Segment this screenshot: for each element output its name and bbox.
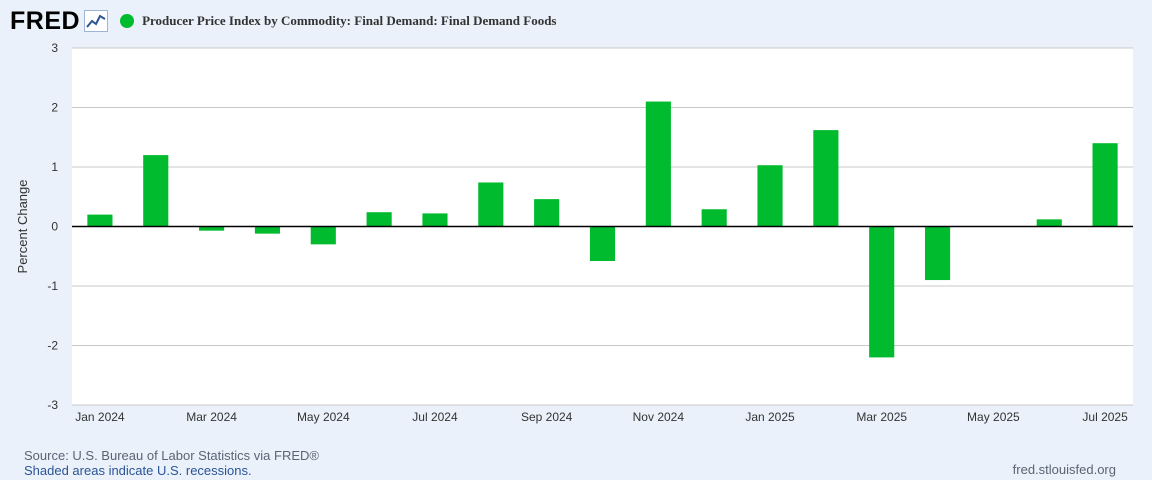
legend-series-title: Producer Price Index by Commodity: Final… bbox=[142, 13, 557, 28]
bar bbox=[254, 226, 281, 234]
y-tick-label: 1 bbox=[51, 160, 58, 174]
bar bbox=[589, 226, 616, 262]
x-tick-label: Sep 2024 bbox=[521, 410, 573, 424]
x-tick-label: Nov 2024 bbox=[633, 410, 685, 424]
source-note: Source: U.S. Bureau of Labor Statistics … bbox=[24, 448, 319, 463]
bar bbox=[422, 213, 448, 227]
fred-logo[interactable]: FRED bbox=[10, 6, 81, 35]
trend-line-icon bbox=[84, 10, 109, 32]
bar bbox=[534, 199, 560, 227]
bar bbox=[143, 155, 169, 227]
y-tick-label: -1 bbox=[47, 279, 58, 293]
x-tick-label: Jul 2024 bbox=[412, 410, 458, 424]
x-tick-label: Jan 2025 bbox=[745, 410, 795, 424]
y-tick-label: 2 bbox=[51, 101, 58, 115]
bar bbox=[869, 226, 895, 358]
bar bbox=[1036, 219, 1062, 227]
bar bbox=[478, 182, 504, 227]
bar bbox=[310, 226, 336, 245]
footer-notes: Source: U.S. Bureau of Labor Statistics … bbox=[24, 448, 319, 478]
bar bbox=[924, 226, 951, 281]
bar-chart: -3 -2 -1 0 1 2 3 Jan 2024 Mar 2024 May 2024 Jul 20… bbox=[15, 41, 1133, 424]
x-tick-label: Mar 2025 bbox=[856, 410, 907, 424]
fred-url[interactable]: fred.stlouisfed.org bbox=[1012, 462, 1116, 477]
y-tick-label: 0 bbox=[51, 220, 58, 234]
bar bbox=[757, 165, 783, 227]
bar bbox=[199, 226, 225, 231]
x-tick-label: May 2024 bbox=[297, 410, 350, 424]
bar bbox=[813, 130, 839, 227]
y-axis-label: Percent Change bbox=[15, 180, 30, 274]
bar bbox=[1092, 143, 1118, 227]
x-tick-label: Mar 2024 bbox=[186, 410, 237, 424]
bar bbox=[87, 214, 113, 227]
bar bbox=[701, 209, 727, 227]
bar bbox=[645, 101, 671, 227]
y-tick-label: -2 bbox=[47, 339, 58, 353]
chart-header: FRED Producer Price Index by Commodity: … bbox=[10, 6, 557, 36]
x-tick-label: Jul 2025 bbox=[1082, 410, 1128, 424]
y-tick-label: -3 bbox=[47, 398, 58, 412]
legend-marker bbox=[120, 14, 135, 28]
x-tick-label: May 2025 bbox=[967, 410, 1020, 424]
x-tick-label: Jan 2024 bbox=[75, 410, 125, 424]
recession-note: Shaded areas indicate U.S. recessions. bbox=[24, 463, 252, 478]
bar bbox=[366, 212, 392, 227]
y-tick-label: 3 bbox=[51, 41, 58, 55]
